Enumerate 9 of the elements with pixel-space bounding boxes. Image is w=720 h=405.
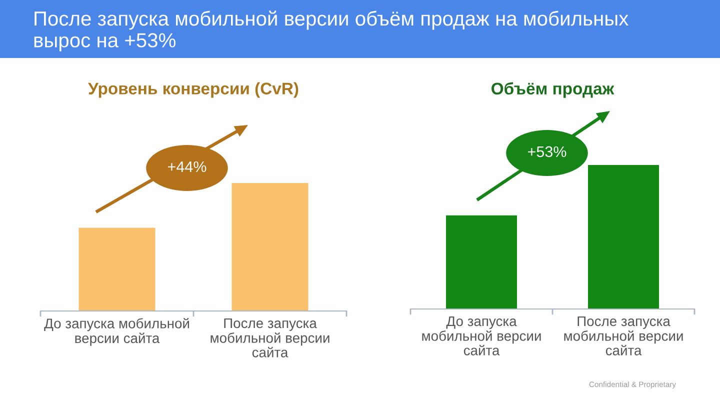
chart-title: Объём продаж	[492, 82, 614, 98]
chart-title: Уровень конверсии (CvR)	[88, 82, 298, 98]
text: После запуска мобильной версии объём продаж на мобильных вырос на +53%	[34, 10, 628, 52]
text: +53%	[528, 146, 566, 158]
text: +44%	[168, 161, 206, 172]
x-tick-label: До запуска мобильной версии сайта	[422, 316, 541, 356]
x-tick-label: До запуска мобильной версии сайта	[44, 318, 190, 346]
x-tick-label: После запуска мобильной версии сайта	[210, 318, 330, 358]
x-tick-label: После запуска мобильной версии сайта	[564, 316, 683, 356]
